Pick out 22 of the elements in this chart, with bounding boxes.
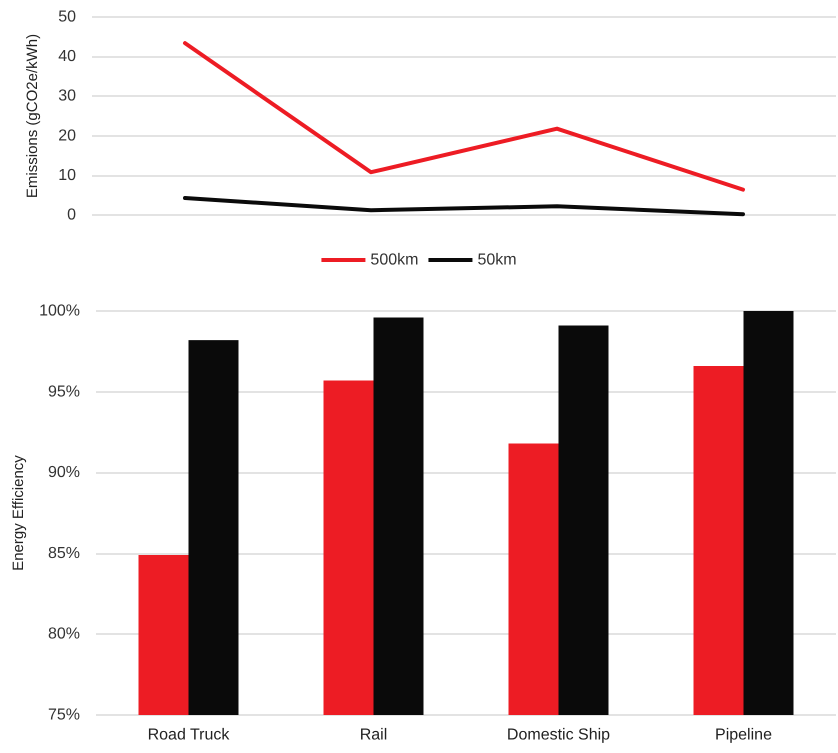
x-tick-label: Rail [360, 726, 388, 744]
y-axis-title: Emissions (gCO2e/kWh) [24, 34, 41, 198]
y-tick-label: 100% [39, 302, 80, 320]
y-tick-label: 10 [58, 166, 76, 184]
y-tick-label: 40 [58, 48, 76, 66]
y-tick-label: 75% [48, 706, 80, 724]
x-tick-label: Domestic Ship [506, 726, 610, 744]
legend-label: 500km [370, 252, 418, 268]
y-tick-label: 50 [58, 8, 76, 26]
y-tick-label: 95% [48, 383, 80, 400]
y-axis-title: Energy Efficiency [10, 454, 27, 571]
y-tick-label: 20 [58, 127, 76, 144]
y-tick-label: 85% [48, 544, 80, 562]
line-series [183, 196, 745, 216]
x-tick-label: Pipeline [715, 726, 772, 744]
line-series [183, 41, 745, 192]
y-tick-label: 80% [48, 626, 80, 643]
y-tick-label: 90% [48, 464, 80, 482]
y-tick-label: 0 [67, 206, 76, 224]
x-tick-label: Road Truck [148, 726, 230, 744]
y-tick-label: 30 [58, 88, 76, 105]
legend-label: 50km [477, 252, 517, 268]
